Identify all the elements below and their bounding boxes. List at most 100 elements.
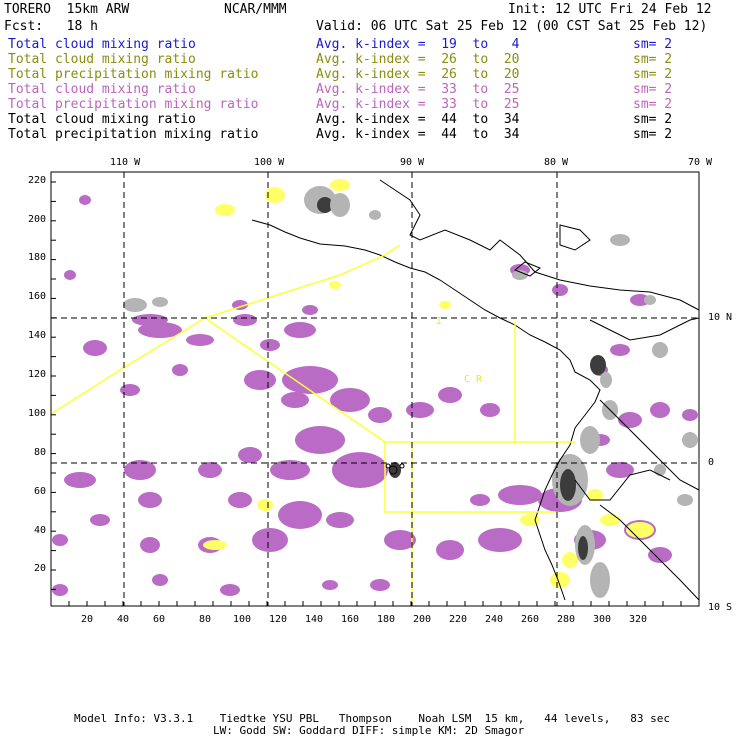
- yellow-patch: [600, 514, 620, 526]
- legend-kindex: Avg. k-index = 44 to 34: [316, 112, 520, 127]
- yellow-patch: [215, 204, 235, 216]
- gray-patch: [389, 462, 401, 478]
- gray-patch: [654, 464, 666, 476]
- purple-patch: [480, 403, 500, 417]
- purple-patch: [610, 344, 630, 356]
- legend-smoothing: sm= 2: [633, 67, 673, 82]
- gray-patch: [590, 355, 606, 375]
- x-tick-label: 260: [521, 614, 540, 625]
- purple-patch: [172, 364, 188, 376]
- purple-patch: [52, 534, 68, 546]
- domain-outline: [51, 244, 575, 606]
- y-tick-label: 200: [28, 214, 47, 225]
- purple-patch: [368, 407, 392, 423]
- purple-patch: [140, 537, 160, 553]
- x-tick-label: 120: [269, 614, 288, 625]
- legend-field: Total precipitation mixing ratio: [8, 127, 259, 142]
- gray-patch: [317, 197, 333, 213]
- purple-patch: [498, 485, 542, 505]
- yellow-patch: [626, 522, 654, 538]
- purple-patch: [198, 462, 222, 478]
- valid-time: Valid: 06 UTC Sat 25 Feb 12 (00 CST Sat …: [316, 19, 708, 34]
- purple-patch: [606, 462, 634, 478]
- x-tick-label: 140: [305, 614, 324, 625]
- purple-patch: [252, 528, 288, 552]
- purple-patch: [90, 514, 110, 526]
- yellow-patch: [587, 489, 603, 501]
- center-label: NCAR/MMM: [224, 2, 287, 17]
- gray-patch: [677, 494, 693, 506]
- purple-patch: [281, 392, 309, 408]
- x-tick-label: 220: [449, 614, 468, 625]
- purple-patch: [648, 547, 672, 563]
- legend-kindex: Avg. k-index = 19 to 4: [316, 37, 520, 52]
- legend-field: Total cloud mixing ratio: [8, 82, 196, 97]
- purple-patch: [228, 492, 252, 508]
- gray-patch: [578, 536, 588, 560]
- gray-patch: [644, 295, 656, 305]
- purple-patch: [590, 434, 610, 446]
- physics-info: LW: Godd SW: Goddard DIFF: simple KM: 2D…: [213, 724, 525, 737]
- yellow-patch: [330, 179, 350, 191]
- y-tick-label: 100: [28, 408, 47, 419]
- purple-patch: [233, 314, 257, 326]
- yellow-patch: [257, 499, 273, 511]
- purple-patch: [436, 540, 464, 560]
- legend-kindex: Avg. k-index = 26 to 20: [316, 67, 520, 82]
- legend-field: Total cloud mixing ratio: [8, 52, 196, 67]
- forecast-hour: Fcst: 18 h: [4, 19, 98, 34]
- purple-patch: [244, 370, 276, 390]
- gray-patch: [512, 270, 528, 280]
- coastline: [251, 179, 699, 601]
- x-tick-label: 280: [557, 614, 576, 625]
- legend-field: Total cloud mixing ratio: [8, 37, 196, 52]
- model-info: Model Info: V3.3.1 Tiedtke YSU PBL Thomp…: [74, 712, 671, 725]
- gray-patch: [580, 426, 600, 454]
- purple-patch: [438, 387, 462, 403]
- gray-patch: [369, 210, 381, 220]
- region-label: C R: [464, 374, 483, 385]
- purple-patch: [186, 334, 214, 346]
- purple-patch: [510, 264, 530, 276]
- purple-patch: [132, 314, 168, 326]
- purple-patch: [124, 460, 156, 480]
- y-tick-label: 40: [34, 525, 47, 536]
- legend-kindex: Avg. k-index = 33 to 25: [316, 82, 520, 97]
- y-tick-label: 20: [34, 563, 47, 574]
- gray-patch: [575, 525, 595, 565]
- legend-kindex: Avg. k-index = 44 to 34: [316, 127, 520, 142]
- gray-patch: [610, 234, 630, 246]
- purple-patch: [260, 339, 280, 351]
- model-title: TORERO 15km ARW: [4, 2, 130, 17]
- purple-patch: [650, 402, 670, 418]
- legend-kindex: Avg. k-index = 33 to 25: [316, 97, 520, 112]
- purple-patch: [238, 447, 262, 463]
- lat-label: 10 N: [708, 312, 733, 323]
- lon-label: 100 W: [254, 157, 285, 168]
- purple-patch: [232, 300, 248, 310]
- lat-lon-grid: [51, 172, 699, 606]
- x-tick-label: 320: [629, 614, 648, 625]
- gray-patch: [152, 297, 168, 307]
- yellow-patch: [562, 552, 578, 568]
- yellow-patch: [265, 187, 285, 203]
- gray-patch: [330, 193, 350, 217]
- yellow-patch: [203, 540, 227, 550]
- purple-patch: [370, 579, 390, 591]
- legend-smoothing: sm= 2: [633, 82, 673, 97]
- purple-patch: [330, 388, 370, 412]
- x-tick-label: 60: [153, 614, 166, 625]
- purple-patch: [270, 460, 310, 480]
- x-tick-label: 300: [593, 614, 612, 625]
- lon-label: 80 W: [544, 157, 569, 168]
- x-tick-label: 40: [117, 614, 130, 625]
- purple-patch: [406, 402, 434, 418]
- lon-label: 70 W: [688, 157, 713, 168]
- purple-patch: [592, 364, 608, 376]
- purple-patch: [574, 530, 606, 550]
- gray-patch: [304, 186, 336, 214]
- purple-patch: [478, 528, 522, 552]
- y-tick-label: 140: [28, 330, 47, 341]
- gray-patch: [600, 372, 612, 388]
- purple-patch: [120, 384, 140, 396]
